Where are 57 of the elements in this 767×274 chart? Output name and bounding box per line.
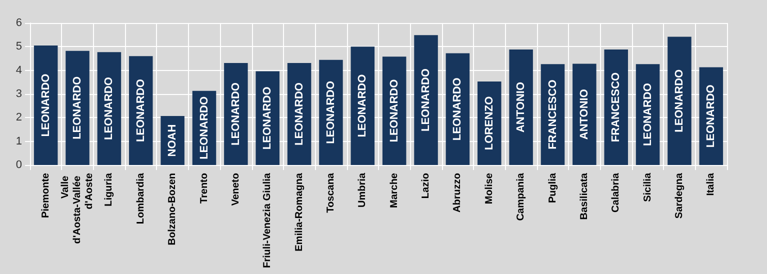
data-label: NOAH bbox=[166, 124, 179, 157]
y-tick-label: 0 bbox=[16, 159, 22, 171]
x-tick-label: Basilicata bbox=[578, 172, 590, 220]
x-tick-label: Bolzano-Bozen bbox=[167, 173, 178, 246]
data-label: LEONARDO bbox=[293, 82, 306, 146]
x-tick-label: Liguria bbox=[104, 172, 115, 206]
data-label: LEONARDO bbox=[388, 78, 400, 142]
x-tick-label: Emilia-Romagna bbox=[294, 172, 305, 252]
data-label: LEONARDO bbox=[642, 82, 654, 146]
y-tick-label: 1 bbox=[16, 135, 22, 148]
x-tick-label: Marche bbox=[388, 172, 400, 208]
y-tick-label: 2 bbox=[16, 112, 22, 124]
data-label: LEONARDO bbox=[420, 68, 432, 132]
x-tick-label: Valle d'Aosta-Vallée d'Aoste bbox=[60, 172, 96, 244]
bar bbox=[129, 56, 153, 165]
data-label: LORENZO bbox=[483, 96, 496, 150]
x-tick-label: Lazio bbox=[420, 173, 432, 199]
x-tick-label: Friuli-Venezia Giulia bbox=[262, 172, 274, 268]
data-label: LEONARDO bbox=[230, 82, 242, 146]
data-label: FRANCESCO bbox=[610, 72, 622, 142]
x-tick-label: Sardegna bbox=[674, 172, 685, 219]
x-tick-label: Calabria bbox=[610, 172, 622, 212]
bar bbox=[668, 36, 692, 165]
data-label: LEONARDO bbox=[705, 84, 718, 148]
data-label: LEONARDO bbox=[40, 73, 52, 137]
x-tick-label: Umbria bbox=[357, 172, 368, 208]
data-label: ANTONIO bbox=[515, 82, 528, 133]
y-tick-label: 3 bbox=[16, 88, 22, 100]
data-label: FRANCESCO bbox=[546, 79, 559, 150]
y-tick-label: 5 bbox=[16, 40, 22, 53]
data-label: LEONARDO bbox=[673, 68, 686, 132]
data-label: LEONARDO bbox=[324, 80, 337, 144]
x-tick-label: Campania bbox=[516, 172, 527, 221]
x-tick-label: Piemonte bbox=[40, 172, 52, 218]
data-label: ANTONIO bbox=[578, 88, 590, 140]
data-label: LEONARDO bbox=[198, 96, 210, 160]
x-tick-label: Lombardia bbox=[135, 172, 146, 224]
data-label: LEONARDO bbox=[134, 78, 147, 142]
x-tick-label: Toscana bbox=[325, 172, 336, 213]
y-tick-label: 6 bbox=[16, 17, 22, 29]
data-label: LEONARDO bbox=[103, 76, 116, 140]
x-tick-label: Molise bbox=[484, 172, 495, 204]
x-tick-label: Puglia bbox=[547, 172, 558, 204]
data-label: LEONARDO bbox=[72, 76, 84, 140]
data-label: LEONARDO bbox=[262, 86, 274, 150]
bar bbox=[66, 50, 90, 165]
x-tick-label: Sicilia bbox=[642, 172, 654, 202]
bar bbox=[572, 64, 596, 165]
data-label: LEONARDO bbox=[356, 74, 369, 138]
x-tick-label: Abruzzo bbox=[452, 173, 464, 212]
x-tick-label: Veneto bbox=[230, 173, 242, 206]
y-tick-label: 4 bbox=[16, 64, 22, 76]
bar bbox=[509, 50, 533, 165]
bar bbox=[414, 35, 438, 165]
x-tick-label: Trento bbox=[198, 173, 210, 204]
x-tick-label: Italia bbox=[706, 172, 717, 196]
data-label: LEONARDO bbox=[452, 77, 464, 141]
